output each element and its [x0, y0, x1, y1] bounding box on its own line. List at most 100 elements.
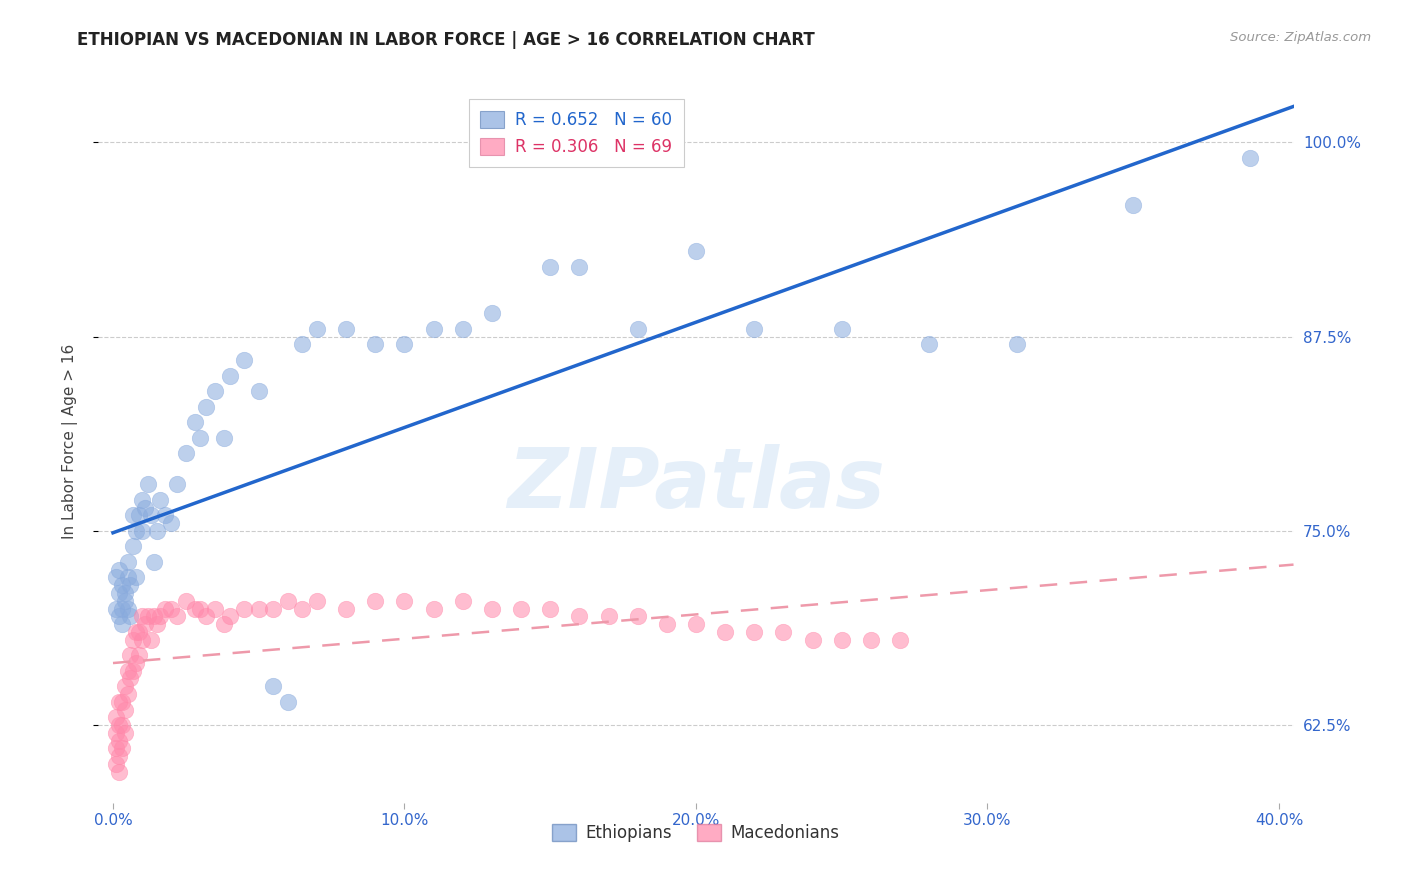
Point	[160, 601, 183, 615]
Point	[772, 624, 794, 639]
Point	[1122, 197, 1144, 211]
Point	[510, 601, 533, 615]
Point	[108, 586, 131, 600]
Point	[142, 609, 165, 624]
Text: Source: ZipAtlas.com: Source: ZipAtlas.com	[1230, 31, 1371, 45]
Point	[117, 664, 139, 678]
Point	[394, 594, 416, 608]
Point	[122, 540, 145, 554]
Point	[108, 749, 131, 764]
Point	[568, 609, 591, 624]
Point	[218, 609, 240, 624]
Point	[108, 695, 131, 709]
Point	[422, 322, 444, 336]
Point	[131, 609, 153, 624]
Point	[139, 632, 162, 647]
Point	[114, 726, 136, 740]
Point	[120, 578, 142, 592]
Point	[104, 756, 127, 771]
Point	[262, 679, 284, 693]
Point	[114, 586, 136, 600]
Point	[117, 687, 139, 701]
Point	[1005, 337, 1028, 351]
Point	[139, 508, 162, 523]
Point	[136, 609, 159, 624]
Point	[155, 601, 177, 615]
Point	[174, 446, 197, 460]
Point	[111, 578, 134, 592]
Point	[190, 601, 212, 615]
Point	[685, 244, 707, 259]
Point	[160, 516, 183, 530]
Point	[335, 322, 357, 336]
Point	[125, 656, 148, 670]
Point	[277, 695, 299, 709]
Y-axis label: In Labor Force | Age > 16: In Labor Force | Age > 16	[62, 344, 77, 539]
Point	[111, 617, 134, 632]
Point	[233, 601, 256, 615]
Point	[742, 624, 765, 639]
Point	[166, 477, 188, 491]
Point	[233, 353, 256, 368]
Point	[831, 632, 853, 647]
Point	[131, 492, 153, 507]
Point	[1239, 151, 1261, 165]
Point	[212, 617, 235, 632]
Point	[142, 555, 165, 569]
Point	[125, 570, 148, 584]
Point	[247, 384, 270, 398]
Point	[183, 601, 205, 615]
Point	[918, 337, 941, 351]
Text: ZIPatlas: ZIPatlas	[508, 444, 884, 525]
Point	[218, 368, 240, 383]
Point	[108, 764, 131, 779]
Point	[125, 524, 148, 538]
Point	[305, 322, 328, 336]
Point	[627, 609, 650, 624]
Point	[174, 594, 197, 608]
Point	[120, 648, 142, 663]
Point	[568, 260, 591, 274]
Point	[394, 337, 416, 351]
Point	[120, 672, 142, 686]
Point	[136, 477, 159, 491]
Point	[134, 500, 156, 515]
Point	[598, 609, 620, 624]
Point	[111, 601, 134, 615]
Point	[204, 384, 226, 398]
Point	[451, 594, 474, 608]
Point	[111, 741, 134, 756]
Point	[364, 337, 387, 351]
Point	[108, 563, 131, 577]
Point	[114, 594, 136, 608]
Point	[183, 415, 205, 429]
Point	[111, 695, 134, 709]
Point	[195, 400, 218, 414]
Point	[104, 570, 127, 584]
Point	[627, 322, 650, 336]
Point	[212, 431, 235, 445]
Point	[714, 624, 737, 639]
Point	[364, 594, 387, 608]
Point	[195, 609, 218, 624]
Point	[685, 617, 707, 632]
Point	[742, 322, 765, 336]
Point	[128, 624, 150, 639]
Point	[305, 594, 328, 608]
Point	[122, 664, 145, 678]
Point	[131, 524, 153, 538]
Point	[149, 492, 172, 507]
Point	[190, 431, 212, 445]
Point	[262, 601, 284, 615]
Point	[451, 322, 474, 336]
Point	[114, 679, 136, 693]
Point	[481, 601, 503, 615]
Text: ETHIOPIAN VS MACEDONIAN IN LABOR FORCE | AGE > 16 CORRELATION CHART: ETHIOPIAN VS MACEDONIAN IN LABOR FORCE |…	[77, 31, 815, 49]
Point	[655, 617, 678, 632]
Point	[291, 337, 314, 351]
Point	[108, 718, 131, 732]
Point	[801, 632, 824, 647]
Point	[538, 601, 561, 615]
Point	[422, 601, 444, 615]
Point	[120, 609, 142, 624]
